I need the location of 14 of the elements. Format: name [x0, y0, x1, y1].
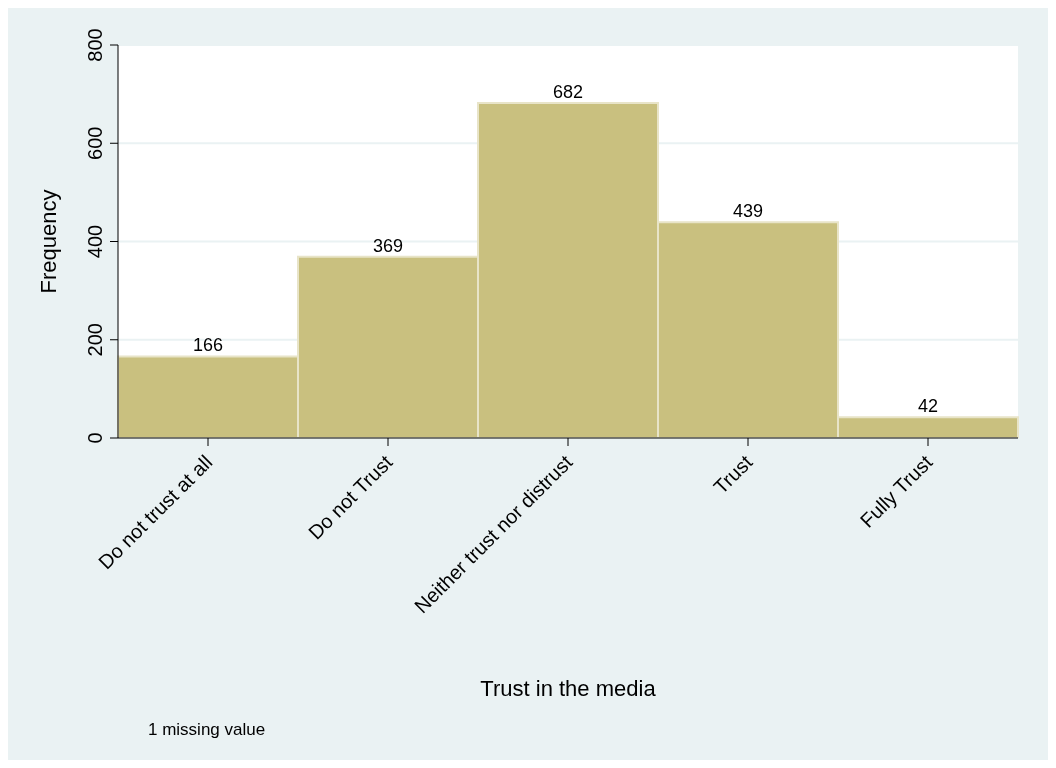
y-tick-label: 200 [84, 323, 106, 357]
x-tick-label: Do not trust at all [94, 450, 217, 574]
y-axis-title: Frequency [35, 189, 61, 294]
y-tick-label: 0 [84, 432, 106, 444]
data-label: 42 [917, 396, 939, 417]
y-tick-label: 400 [84, 224, 106, 259]
text: 1 missing value [148, 720, 266, 740]
y-tick-label: 600 [84, 126, 106, 160]
x-axis-title: Trust in the media [480, 676, 657, 701]
y-tick-label: 800 [84, 28, 106, 62]
data-label: 682 [552, 81, 584, 102]
data-label: 369 [372, 235, 404, 256]
data-label: 166 [192, 335, 224, 356]
data-label: 439 [732, 201, 764, 222]
